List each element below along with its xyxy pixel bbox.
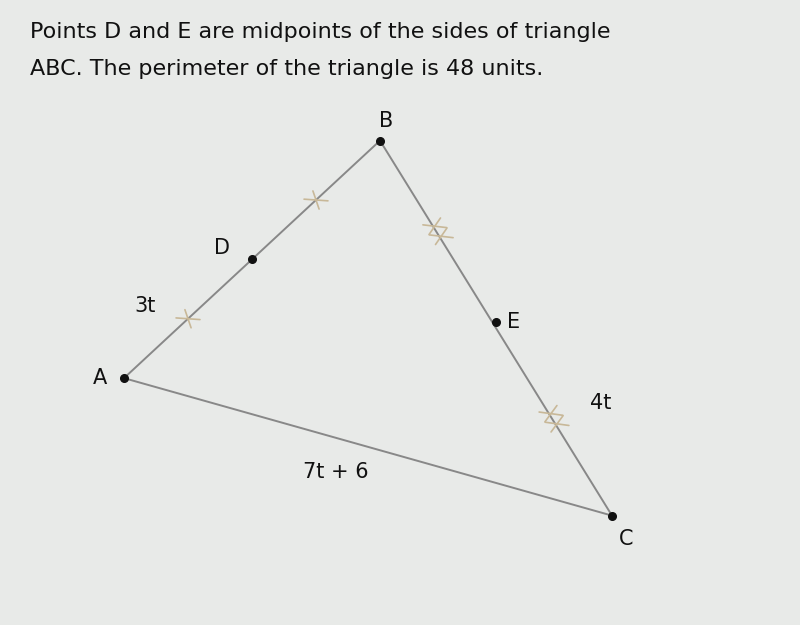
Text: 4t: 4t [590, 393, 612, 413]
Text: 3t: 3t [134, 296, 156, 316]
Text: B: B [379, 111, 394, 131]
Text: D: D [214, 238, 230, 258]
Text: ABC. The perimeter of the triangle is 48 units.: ABC. The perimeter of the triangle is 48… [30, 59, 544, 79]
Text: 7t + 6: 7t + 6 [303, 462, 369, 482]
Text: Points D and E are midpoints of the sides of triangle: Points D and E are midpoints of the side… [30, 22, 611, 42]
Text: A: A [93, 368, 107, 388]
Text: E: E [507, 312, 520, 332]
Text: C: C [619, 529, 634, 549]
